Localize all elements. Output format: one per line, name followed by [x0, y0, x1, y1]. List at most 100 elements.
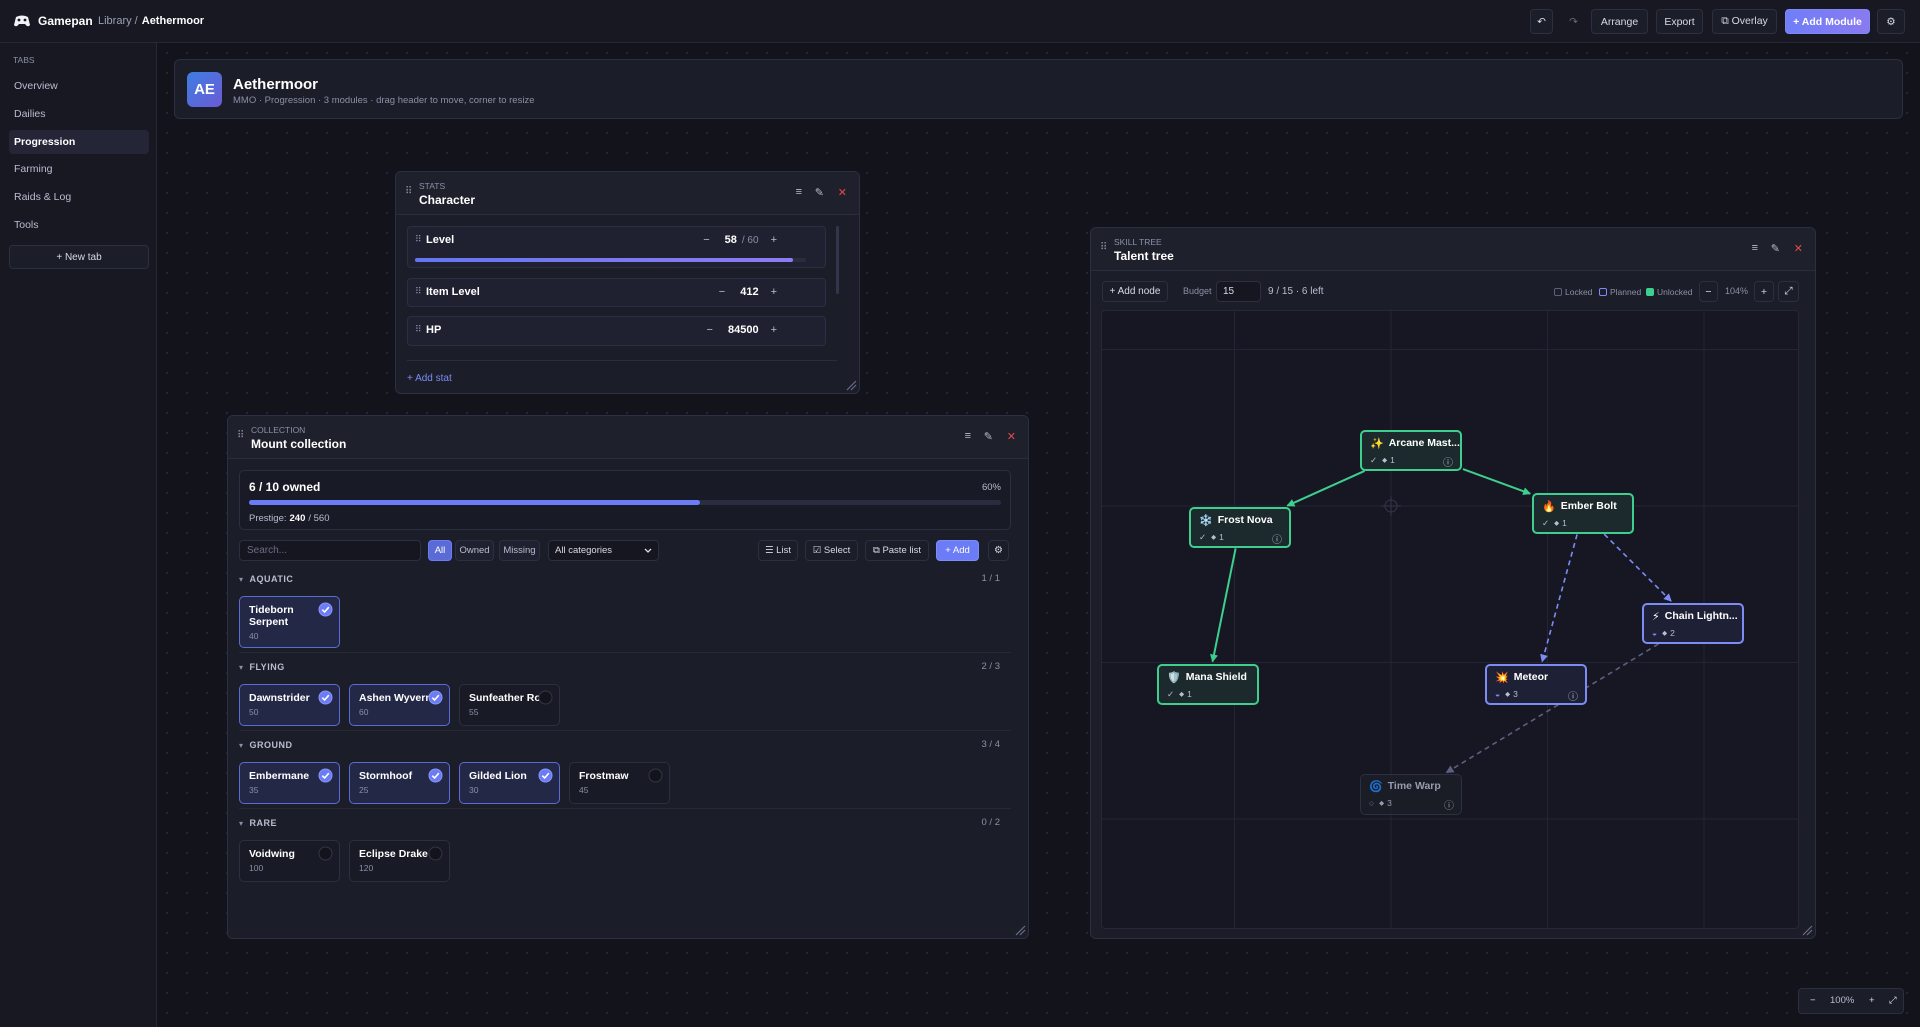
panel-menu[interactable]: ≡	[964, 430, 971, 442]
toolbar-button[interactable]: ⧉ Overlay	[1712, 9, 1777, 34]
unowned-circle[interactable]	[648, 768, 663, 783]
decrement[interactable]: −	[718, 285, 726, 298]
collapse-caret[interactable]: ▾	[239, 741, 244, 750]
mount-card[interactable]: Voidwing 100	[239, 840, 340, 882]
fit-view[interactable]: ⤢	[1778, 281, 1799, 302]
talent-node[interactable]: 🌀 Time Warp ○ ◆ 3 ⓘ	[1360, 773, 1462, 815]
search-input[interactable]: Search...	[239, 540, 421, 561]
node-info[interactable]: ⓘ	[1443, 457, 1453, 469]
sidebar-tab[interactable]: Dailies	[14, 107, 46, 120]
mount-card[interactable]: Stormhoof 25	[349, 762, 450, 804]
group-header[interactable]: ▾ RARE 0 / 2	[239, 813, 1011, 833]
talent-node[interactable]: ✨ Arcane Mast... ✓ ◆ 1 ⓘ	[1360, 429, 1462, 471]
increment[interactable]: +	[770, 324, 777, 336]
mount-card[interactable]: Gilded Lion 30	[459, 762, 560, 804]
talent-node[interactable]: 🛡️ Mana Shield ✓ ◆ 1	[1157, 663, 1259, 705]
collapse-caret[interactable]: ▾	[239, 575, 244, 584]
panel-close[interactable]: ✕	[1006, 431, 1016, 443]
toolbar-button[interactable]: Arrange	[1591, 9, 1648, 34]
panel-edit[interactable]: ✎	[1770, 243, 1780, 255]
add-node-button[interactable]: + Add node	[1102, 281, 1168, 302]
collapse-caret[interactable]: ▾	[239, 819, 244, 828]
sidebar-tab[interactable]: Progression	[9, 129, 149, 154]
panel-close[interactable]: ✕	[837, 187, 847, 199]
category-select[interactable]: All categories	[548, 540, 659, 561]
cost-glyph: ◆	[1379, 799, 1385, 807]
breadcrumb-parent[interactable]: Library /	[98, 15, 138, 27]
filter-button[interactable]: Missing	[499, 540, 540, 561]
logo-dot	[23, 18, 27, 22]
legend-item: Unlocked	[1646, 287, 1692, 297]
filter-button[interactable]: Owned	[455, 540, 494, 561]
increment[interactable]: +	[770, 234, 777, 246]
collapse-caret[interactable]: ▾	[239, 663, 244, 672]
group-header[interactable]: ▾ AQUATIC 1 / 1	[239, 569, 1011, 589]
new-tab-button[interactable]: + New tab	[9, 245, 149, 269]
talent-node[interactable]: 💥 Meteor ◒ ◆ 3 ⓘ	[1485, 663, 1587, 705]
zoom-out[interactable]: −	[1810, 995, 1816, 1006]
talent-node[interactable]: ⚡ Chain Lightn... ◒ ◆ 2	[1642, 602, 1744, 644]
action-button[interactable]: ☰ List	[758, 540, 798, 561]
talent-node[interactable]: 🔥 Ember Bolt ✓ ◆ 1	[1532, 492, 1634, 534]
drag-grip[interactable]: ⠿	[415, 285, 422, 296]
mount-card[interactable]: Sunfeather Roc 55	[459, 684, 560, 726]
group-header[interactable]: ▾ GROUND 3 / 4	[239, 735, 1011, 755]
action-button[interactable]: ☑ Select	[805, 540, 858, 561]
drag-grip[interactable]: ⠿	[415, 234, 422, 244]
owned-check[interactable]	[318, 768, 333, 783]
panel-edit[interactable]: ✎	[983, 431, 993, 443]
panel-edit[interactable]: ✎	[814, 187, 824, 199]
mount-card[interactable]: Frostmaw 45	[569, 762, 670, 804]
decrement[interactable]: −	[703, 234, 710, 246]
increment[interactable]: +	[770, 285, 777, 298]
mount-card[interactable]: Dawnstrider 50	[239, 684, 340, 726]
collection-settings[interactable]: ⚙	[988, 540, 1009, 561]
unowned-circle[interactable]	[538, 690, 553, 705]
drag-grip[interactable]: ⠿	[1100, 242, 1108, 253]
sidebar-tab[interactable]: Tools	[14, 219, 39, 231]
toolbar-button[interactable]: Export	[1656, 9, 1703, 34]
owned-check[interactable]	[428, 690, 443, 705]
zoom-in[interactable]: +	[1754, 281, 1774, 302]
unowned-circle[interactable]	[428, 846, 443, 861]
redo-button[interactable]: ↷	[1569, 15, 1578, 28]
node-info[interactable]: ⓘ	[1444, 800, 1454, 812]
zoom-in[interactable]: +	[1869, 995, 1875, 1006]
sidebar-tab[interactable]: Overview	[14, 80, 58, 92]
settings-button[interactable]: ⚙	[1877, 9, 1905, 34]
toolbar-button[interactable]: + Add Module	[1785, 9, 1870, 34]
mount-card[interactable]: Tideborn Serpent 40	[239, 596, 340, 648]
unowned-circle[interactable]	[318, 846, 333, 861]
filter-button[interactable]: All	[428, 540, 452, 561]
drag-grip[interactable]: ⠿	[405, 186, 413, 197]
panel-close[interactable]: ✕	[1793, 243, 1803, 255]
undo-button[interactable]: ↶	[1530, 9, 1553, 34]
budget-input[interactable]: 15	[1216, 281, 1261, 302]
owned-check[interactable]	[428, 768, 443, 783]
add-stat-link[interactable]: + Add stat	[407, 373, 452, 384]
mount-card[interactable]: Ashen Wyvern 60	[349, 684, 450, 726]
owned-check[interactable]	[318, 602, 333, 617]
mount-card[interactable]: Embermane 35	[239, 762, 340, 804]
talent-node[interactable]: ❄️ Frost Nova ✓ ◆ 1 ⓘ	[1189, 506, 1291, 548]
sidebar-tab[interactable]: Raids & Log	[14, 191, 72, 204]
mount-card[interactable]: Eclipse Drake 120	[349, 840, 450, 882]
owned-check[interactable]	[318, 690, 333, 705]
zoom-out[interactable]: −	[1699, 281, 1718, 302]
action-button[interactable]: ⧉ Paste list	[865, 540, 929, 561]
sidebar-tab[interactable]: Farming	[14, 163, 53, 176]
decrement[interactable]: −	[706, 324, 713, 336]
node-info[interactable]: ⓘ	[1272, 534, 1282, 546]
stat-value: 58	[724, 234, 737, 246]
panel-menu[interactable]: ≡	[1751, 242, 1758, 254]
owned-check[interactable]	[538, 768, 553, 783]
fit-view[interactable]: ⤢	[1889, 995, 1897, 1006]
panel-menu[interactable]: ≡	[795, 186, 802, 198]
group-header[interactable]: ▾ FLYING 2 / 3	[239, 657, 1011, 677]
check-circle	[318, 846, 333, 861]
drag-grip[interactable]: ⠿	[415, 324, 422, 334]
action-button[interactable]: + Add	[936, 540, 979, 561]
node-info[interactable]: ⓘ	[1568, 691, 1578, 703]
check-circle	[318, 768, 333, 783]
drag-grip[interactable]: ⠿	[237, 430, 245, 441]
